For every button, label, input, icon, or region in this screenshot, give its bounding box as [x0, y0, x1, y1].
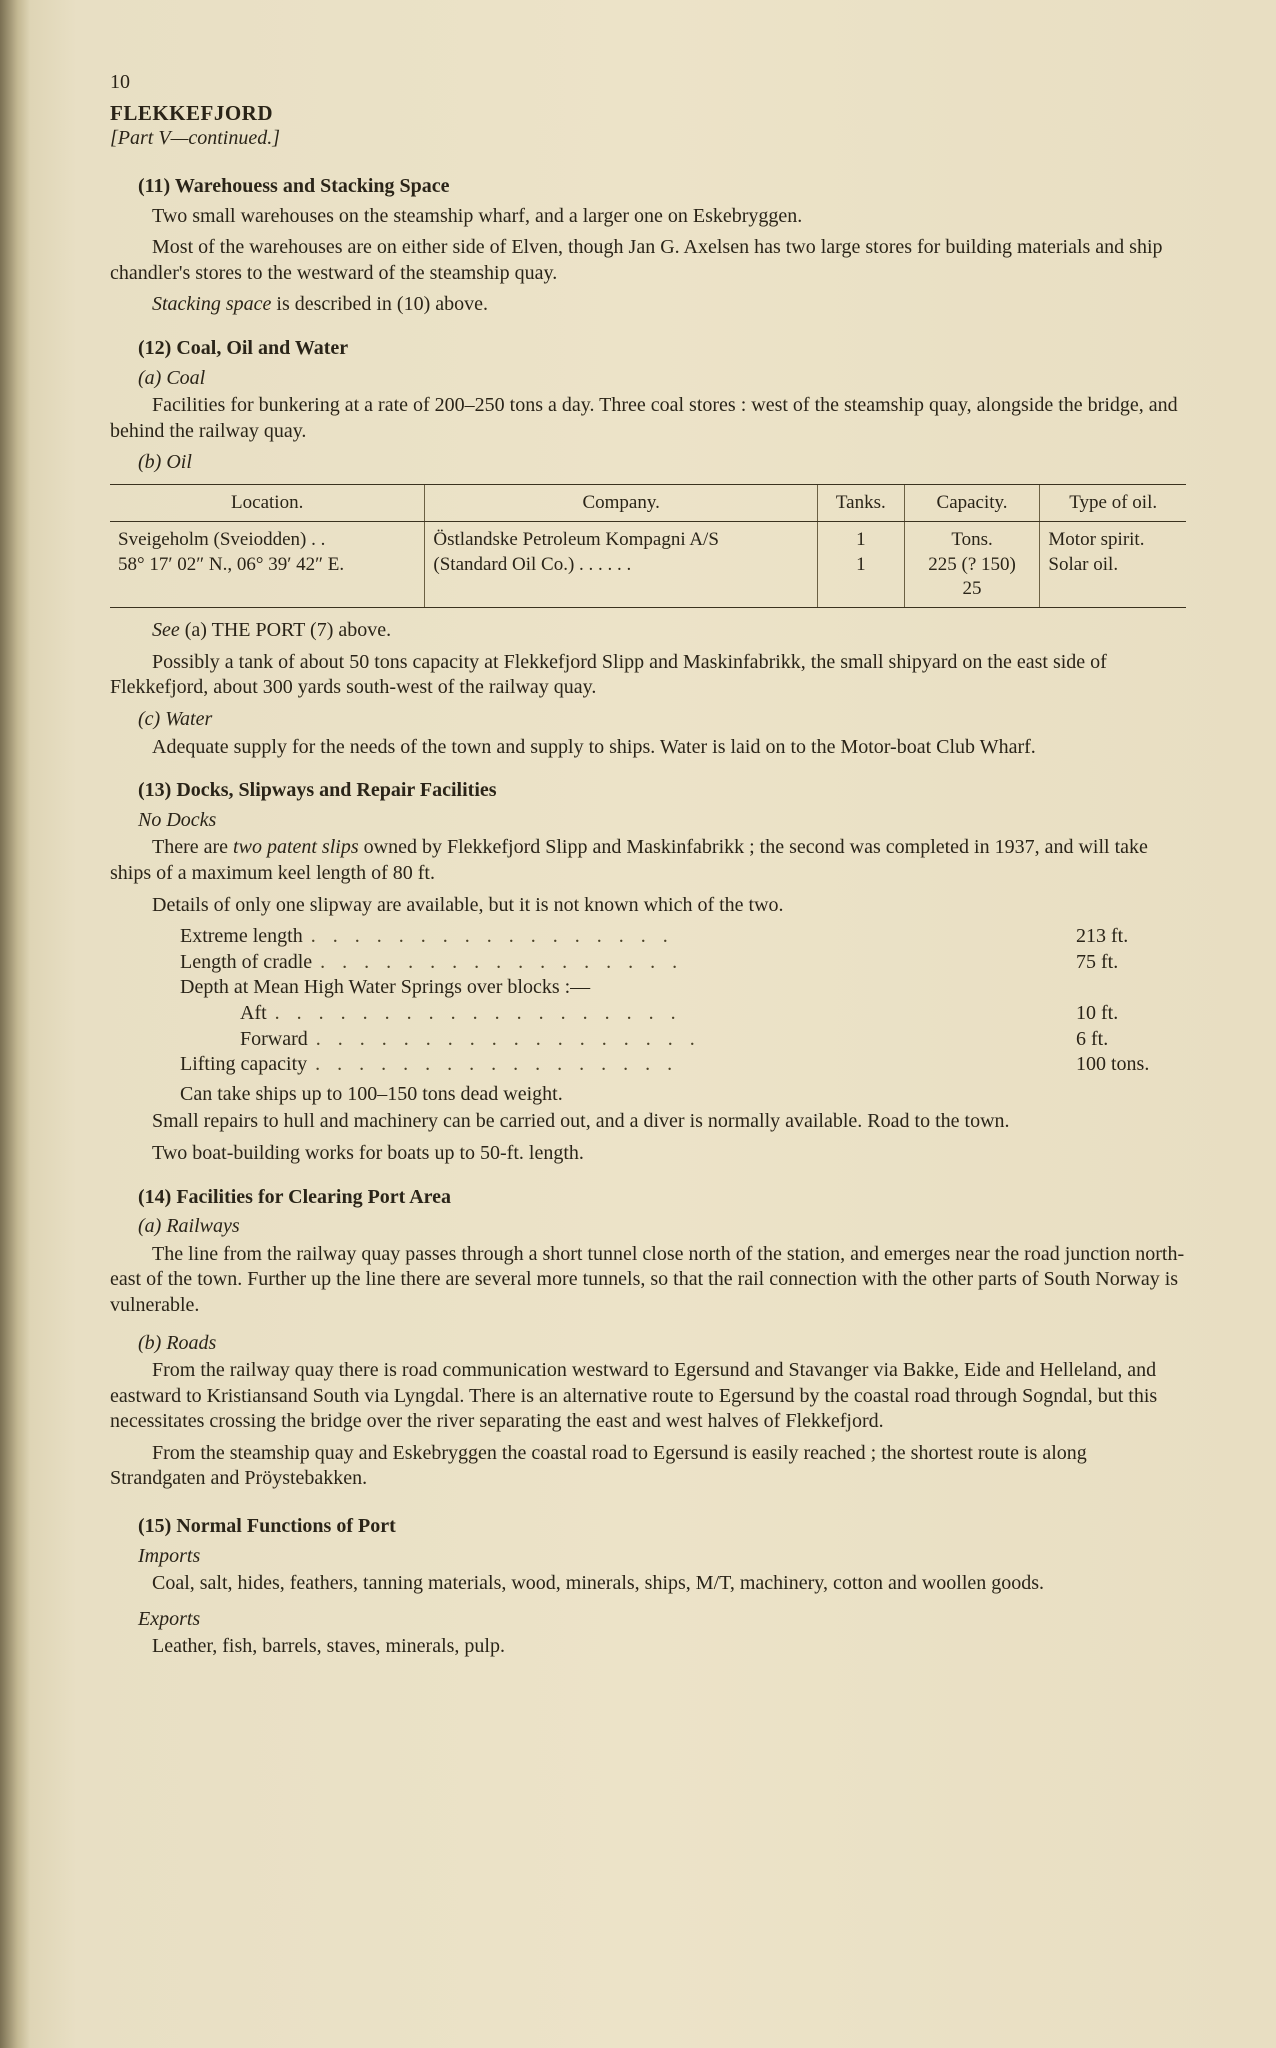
oil-table-header-row: Location. Company. Tanks. Capacity. Type… — [110, 485, 1186, 522]
s14-a-label: (a) Railways — [138, 1214, 1186, 1240]
oil-cap-unit: Tons. — [913, 528, 1032, 552]
dots: . . . . . . . . . . . . . . . . . — [312, 950, 1076, 976]
slip-label: Lifting capacity — [180, 1052, 307, 1078]
slip-val: 6 ft. — [1076, 1027, 1186, 1053]
section-11-heading: (11) Warehouess and Stacking Space — [138, 174, 1186, 200]
s11-p3-italic: Stacking space — [152, 293, 271, 315]
s14-b-p1: From the railway quay there is road comm… — [110, 1358, 1186, 1435]
s15-imports-label: Imports — [138, 1544, 1186, 1570]
oil-table: Location. Company. Tanks. Capacity. Type… — [110, 484, 1186, 608]
section-13-heading: (13) Docks, Slipways and Repair Faciliti… — [138, 778, 1186, 804]
oil-cap-vals: 225 (? 150) 25 — [913, 553, 1032, 602]
oil-td-type: Motor spirit. Solar oil. — [1040, 522, 1186, 608]
section-12-heading: (12) Coal, Oil and Water — [138, 336, 1186, 362]
s13-p1: There are two patent slips owned by Flek… — [110, 835, 1186, 886]
slip-label: Length of cradle — [180, 950, 312, 976]
oil-th-location: Location. — [110, 485, 425, 522]
oil-th-tanks: Tanks. — [817, 485, 904, 522]
s13-p2: Details of only one slipway are availabl… — [110, 893, 1186, 919]
s13-p3: Can take ships up to 100–150 tons dead w… — [180, 1082, 1186, 1108]
oil-table-row: Sveigeholm (Sveiodden) . . 58° 17′ 02″ N… — [110, 522, 1186, 608]
slip-val: 213 ft. — [1076, 924, 1186, 950]
dots: . . . . . . . . . . . . . . . . . — [307, 1052, 1076, 1078]
s11-p1: Two small warehouses on the steamship wh… — [110, 204, 1186, 230]
s12-b-p2: Possibly a tank of about 50 tons capacit… — [110, 650, 1186, 701]
page-title: FLEKKEFJORD — [110, 100, 1186, 127]
oil-th-company: Company. — [425, 485, 818, 522]
slip-val: 75 ft. — [1076, 950, 1186, 976]
bracket-open: [ — [110, 127, 118, 149]
oil-td-tanks: 1 1 — [817, 522, 904, 608]
s12-see-post: (a) THE PORT (7) above. — [185, 619, 391, 641]
page-number: 10 — [110, 70, 1186, 96]
s15-exports-p: Leather, fish, barrels, staves, minerals… — [110, 1634, 1186, 1660]
slip-row: Aft . . . . . . . . . . . . . . . . . . … — [180, 1001, 1186, 1027]
s12-see-pre: See — [152, 619, 185, 641]
s14-a-p: The line from the railway quay passes th… — [110, 1242, 1186, 1319]
s11-p3-post: is described in (10) above. — [271, 293, 488, 315]
slip-depth-intro: Depth at Mean High Water Springs over bl… — [180, 975, 1186, 1001]
s12-a-label: (a) Coal — [138, 366, 1186, 392]
slipway-specs: Extreme length . . . . . . . . . . . . .… — [180, 924, 1186, 1107]
slip-row: Lifting capacity . . . . . . . . . . . .… — [180, 1052, 1186, 1078]
bracket-close: ] — [272, 127, 280, 149]
s11-p2: Most of the warehouses are on either sid… — [110, 235, 1186, 286]
part-line: [Part V—continued.] — [110, 126, 1186, 152]
s13-p4: Small repairs to hull and machinery can … — [110, 1109, 1186, 1135]
s12-b-label: (b) Oil — [138, 450, 1186, 476]
slip-val: 100 tons. — [1076, 1052, 1186, 1078]
s13-nodocks: No Docks — [138, 808, 1186, 834]
section-15-heading: (15) Normal Functions of Port — [138, 1514, 1186, 1540]
oil-td-company: Östlandske Petroleum Kompagni A/S (Stand… — [425, 522, 818, 608]
s13-p1-pre: There are — [152, 836, 233, 858]
s12-c-p: Adequate supply for the needs of the tow… — [110, 735, 1186, 761]
dots: . . . . . . . . . . . . . . . . . . — [308, 1027, 1076, 1053]
document-page: 10 FLEKKEFJORD [Part V—continued.] (11) … — [0, 0, 1276, 2048]
s14-b-label: (b) Roads — [138, 1331, 1186, 1357]
s12-c-label: (c) Water — [138, 707, 1186, 733]
oil-th-capacity: Capacity. — [904, 485, 1040, 522]
oil-th-type: Type of oil. — [1040, 485, 1186, 522]
oil-td-capacity: Tons. 225 (? 150) 25 — [904, 522, 1040, 608]
s15-exports-label: Exports — [138, 1607, 1186, 1633]
slip-label: Aft — [180, 1001, 267, 1027]
s15-imports-p: Coal, salt, hides, feathers, tanning mat… — [110, 1571, 1186, 1597]
slip-label: Extreme length — [180, 924, 303, 950]
s14-b-p2: From the steamship quay and Eskebryggen … — [110, 1441, 1186, 1492]
dots: . . . . . . . . . . . . . . . . . — [303, 924, 1076, 950]
oil-td-location: Sveigeholm (Sveiodden) . . 58° 17′ 02″ N… — [110, 522, 425, 608]
slip-val: 10 ft. — [1076, 1001, 1186, 1027]
s13-p1-italic: two patent slips — [233, 836, 359, 858]
dots: . . . . . . . . . . . . . . . . . . . — [267, 1001, 1076, 1027]
section-14-heading: (14) Facilities for Clearing Port Area — [138, 1185, 1186, 1211]
s13-p5: Two boat-building works for boats up to … — [110, 1141, 1186, 1167]
slip-row: Forward . . . . . . . . . . . . . . . . … — [180, 1027, 1186, 1053]
s12-see: See (a) THE PORT (7) above. — [110, 618, 1186, 644]
s11-p3: Stacking space is described in (10) abov… — [110, 292, 1186, 318]
slip-row: Length of cradle . . . . . . . . . . . .… — [180, 950, 1186, 976]
s12-a-p: Facilities for bunkering at a rate of 20… — [110, 393, 1186, 444]
part-line-text: Part V—continued. — [118, 127, 272, 149]
slip-label: Forward — [180, 1027, 308, 1053]
slip-row: Extreme length . . . . . . . . . . . . .… — [180, 924, 1186, 950]
